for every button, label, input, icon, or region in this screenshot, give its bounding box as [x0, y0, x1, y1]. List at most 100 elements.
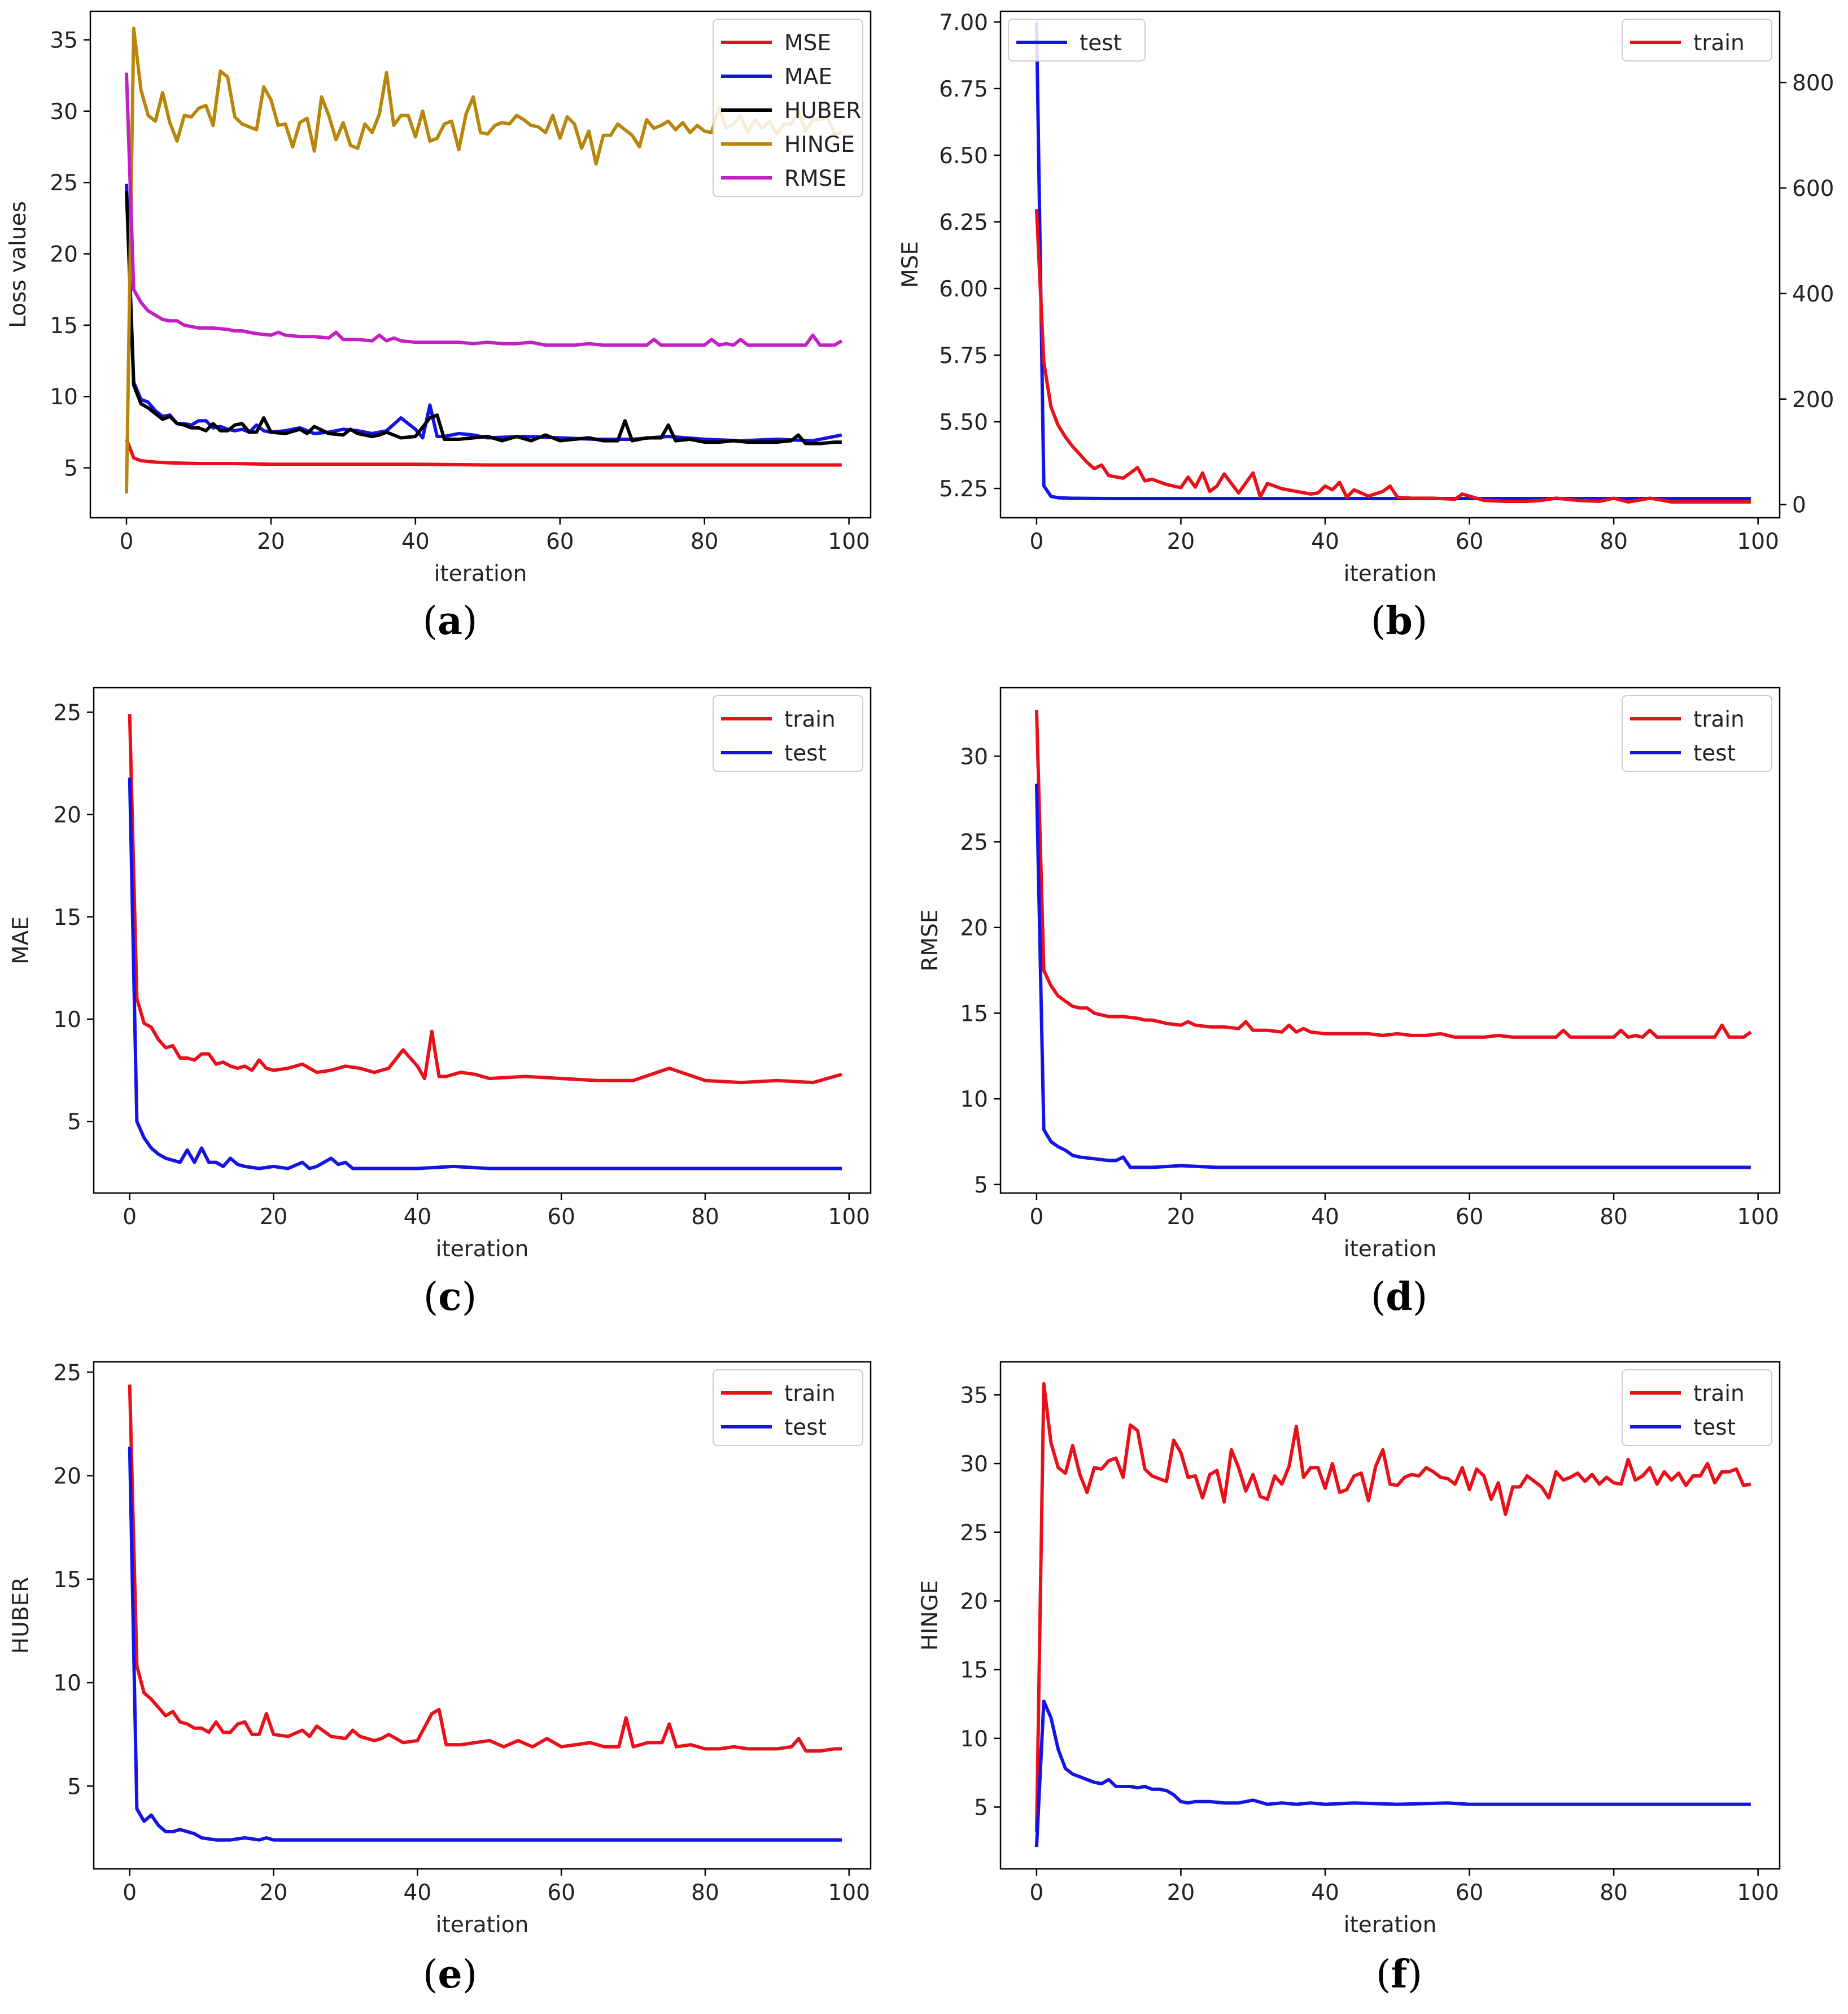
series-line-train — [1034, 710, 1752, 1039]
y-tick-label: 15 — [960, 1658, 988, 1683]
series-line-mse — [125, 438, 842, 467]
y-tick-label: 35 — [50, 28, 78, 54]
x-tick-label: 20 — [1167, 1204, 1195, 1230]
y-tick-label: 5.75 — [939, 343, 988, 369]
series-line-train — [128, 714, 842, 1085]
plot-frame — [93, 1361, 872, 1870]
y-tick-label: 7.00 — [939, 10, 988, 36]
plot-frame — [89, 10, 872, 519]
series-line-test — [1034, 21, 1751, 500]
y-tick-label: 15 — [960, 1001, 988, 1026]
legend-right: train test — [713, 695, 863, 772]
y-tick-label: 15 — [53, 905, 81, 930]
x-tick-label: 0 — [1029, 529, 1043, 554]
x-tick-label: 80 — [1600, 1204, 1628, 1230]
plot-frame — [999, 687, 1781, 1194]
legend-label-test: test — [1080, 30, 1122, 56]
legend-label-test: test — [1693, 1415, 1736, 1440]
chart-panel-f: 0 20 40 60 80 100 5 10 15 20 25 30 35 iteration HINGE t… — [918, 1361, 1781, 1997]
y-axis-label: HINGE — [918, 1580, 943, 1651]
x-tick-label: 0 — [1029, 1204, 1043, 1230]
panel-caption: (f) — [1376, 1952, 1422, 1997]
panel-caption: (d) — [1371, 1274, 1428, 1320]
x-tick-label: 100 — [1737, 1880, 1779, 1906]
legend-right: train test — [713, 1369, 863, 1446]
y-tick-label: 6.25 — [939, 210, 988, 235]
y-axis-label: HUBER — [8, 1577, 34, 1654]
x-tick-label: 0 — [123, 1204, 137, 1230]
x-tick-label: 100 — [828, 1880, 870, 1906]
x-axis-label: iteration — [436, 1237, 529, 1262]
x-tick-label: 0 — [120, 529, 134, 554]
y-axis-label: RMSE — [918, 909, 943, 971]
x-tick-label: 80 — [691, 529, 719, 554]
y-tick-label: 25 — [53, 1360, 81, 1386]
x-axis-label: iteration — [1344, 1237, 1437, 1262]
y-axis-label: Loss values — [6, 201, 31, 328]
chart-panel-e: 0 20 40 60 80 100 5 10 15 20 25 iteration HUBER train… — [8, 1360, 872, 1997]
y-tick-label: 25 — [53, 700, 81, 726]
x-tick-label: 80 — [1600, 529, 1628, 554]
y-tick-label: 15 — [50, 313, 78, 339]
series-line-test — [128, 1447, 842, 1842]
y-axis-label: MSE — [898, 241, 923, 288]
legend-right: train test — [1622, 695, 1772, 772]
x-tick-label: 0 — [123, 1880, 137, 1906]
legend-left: test — [1008, 19, 1146, 62]
legend-label-mse: MSE — [784, 30, 831, 56]
series-line-train — [1034, 209, 1751, 504]
y-tick-label: 25 — [50, 171, 78, 196]
y-tick-label: 20 — [53, 1464, 81, 1489]
legend-label-rmse: RMSE — [784, 166, 846, 191]
y-tick-label: 5.25 — [939, 477, 988, 502]
y-tick-label: 5.50 — [939, 410, 988, 435]
panel-caption: (a) — [422, 598, 477, 644]
legend-box — [1008, 19, 1146, 62]
x-tick-label: 0 — [1029, 1880, 1043, 1906]
series-line-test — [128, 777, 842, 1170]
chart-panel-c: 0 20 40 60 80 100 5 10 15 20 25 iteration MAE train te… — [8, 687, 872, 1320]
series-line-huber — [125, 191, 842, 445]
chart-panel-d: 0 20 40 60 80 100 5 10 15 20 25 30 iteration RMSE trai… — [918, 687, 1781, 1320]
x-axis-label: iteration — [436, 1912, 529, 1938]
legend-box — [713, 19, 863, 197]
x-tick-label: 100 — [1737, 529, 1779, 554]
chart-panel-a: 0 20 40 60 80 100 5 10 15 20 25 30 35 iteration Loss v… — [6, 10, 872, 644]
legend-label-train: train — [784, 1381, 836, 1406]
x-tick-label: 40 — [401, 529, 430, 554]
plot-frame — [999, 10, 1781, 519]
y-tick-label: 35 — [960, 1383, 988, 1408]
y-tick-label: 6.00 — [939, 277, 988, 302]
y-tick-label: 20 — [960, 916, 988, 941]
y-tick-label: 25 — [960, 830, 988, 855]
legend-label-test: test — [784, 741, 827, 766]
legend-label-train: train — [1693, 1381, 1745, 1406]
x-tick-label: 20 — [260, 1880, 288, 1906]
x-tick-label: 20 — [257, 529, 285, 554]
series-line-rmse — [125, 72, 843, 347]
y-tick-label: 5 — [974, 1173, 988, 1198]
x-tick-label: 20 — [1167, 529, 1195, 554]
x-tick-label: 60 — [1456, 1880, 1484, 1906]
panel-caption: (c) — [423, 1274, 477, 1320]
legend-label-test: test — [1693, 741, 1736, 766]
x-tick-label: 60 — [1456, 1204, 1484, 1230]
x-axis-label: iteration — [1344, 1912, 1437, 1938]
x-tick-label: 40 — [404, 1880, 432, 1906]
y-tick-label: 6.75 — [939, 77, 988, 102]
x-axis-label: iteration — [434, 561, 527, 587]
y-tick-label: 30 — [960, 744, 988, 770]
y-right-tick-label: 400 — [1792, 282, 1834, 307]
y-right-tick-label: 0 — [1792, 493, 1806, 518]
legend-label-train: train — [784, 707, 836, 732]
chart-panel-b: 0 20 40 60 80 100 5.25 5.50 5.75 6.00 6.25 6.50 6.75… — [898, 10, 1834, 644]
x-tick-label: 40 — [404, 1204, 432, 1230]
legend-right: MSE MAE HUBER HINGE RMSE — [713, 19, 863, 197]
x-tick-label: 100 — [828, 1204, 870, 1230]
legend-label-hinge: HINGE — [784, 132, 855, 158]
y-tick-label: 5 — [67, 1774, 81, 1799]
y-right-tick-label: 800 — [1792, 71, 1834, 96]
y-tick-label: 6.50 — [939, 143, 988, 169]
x-tick-label: 60 — [1456, 529, 1484, 554]
legend-right: train test — [1622, 1369, 1772, 1446]
